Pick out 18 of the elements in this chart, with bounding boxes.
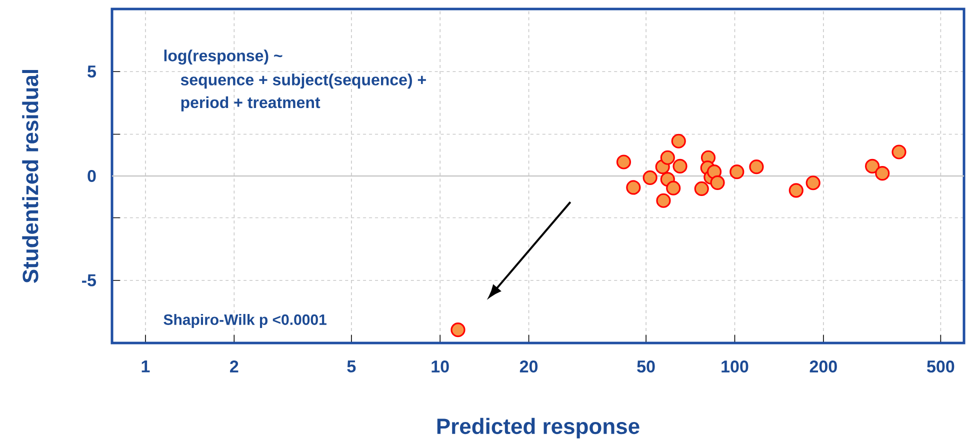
x-tick-label: 5 [347,360,356,372]
x-tick-label: 10 [432,360,449,373]
x-tick-label: 200 [810,360,837,373]
x-tick-label: 20 [520,360,538,373]
x-tick-label: 50 [637,360,655,373]
x-axis-title: Predicted response [437,418,640,438]
annotation: period + treatment [181,96,320,112]
x-tick-label: 1 [142,360,150,372]
annotation: sequence + subject(sequence) + [180,74,426,89]
x-tick-label: 2 [230,360,238,372]
y-tick-label: -5 [82,274,96,286]
y-axis-title: Studentized residual [22,70,38,283]
annotation: Shapiro-Wilk p <0.0001 [164,314,326,328]
y-tick-label: 0 [88,170,96,182]
x-tick-label: 500 [927,360,954,373]
annotation: log(response) ~ [164,50,282,65]
y-tick-label: 5 [88,66,96,78]
x-tick-label: 100 [722,360,748,373]
